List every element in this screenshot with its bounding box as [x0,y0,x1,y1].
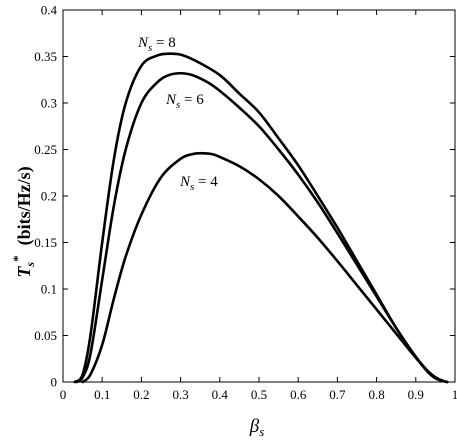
x-tick-label: 0.6 [290,387,307,402]
y-tick-label: 0.05 [34,328,57,343]
y-tick-label: 0 [51,375,58,390]
series-line-0 [73,52,449,384]
x-tick-label: 0 [60,387,67,402]
x-tick-label: 0.1 [94,387,110,402]
y-axis-label: Ts*(bits/Hz/s) [10,166,37,277]
series-lines [73,52,449,384]
y-tick-label: 0.35 [34,49,57,64]
x-tick-label: 0.9 [408,387,424,402]
x-tick-label: 0.3 [172,387,188,402]
series-label-ns-6: Ns = 6 [165,92,204,111]
y-tick-label: 0.3 [41,96,57,111]
y-tick-label: 0.4 [41,3,58,18]
y-tick-label: 0.25 [34,142,57,157]
x-axis-label: βs [249,416,265,439]
x-tick-label: 0.4 [212,387,229,402]
series-line-1 [75,71,449,384]
series-line-2 [81,151,449,384]
series-label-ns-8: Ns = 8 [137,35,176,54]
x-tick-label: 0.8 [368,387,384,402]
svg-text:Ts*(bits/Hz/s): Ts*(bits/Hz/s) [10,166,37,277]
x-tick-label: 0.7 [329,387,346,402]
x-tick-label: 0.2 [133,387,149,402]
y-tick-label: 0.15 [34,235,57,250]
y-tick-label: 0.2 [41,189,57,204]
x-axis-ticks: 0 0.1 0.2 0.3 0.4 0.5 0.6 0.7 0.8 0.9 1 [60,10,457,402]
y-tick-label: 0.1 [41,282,57,297]
y-axis-ticks: 0 0.05 0.1 0.15 0.2 0.25 0.3 0.35 0.4 [34,3,455,390]
series-label-ns-4: Ns = 4 [179,174,218,193]
x-tick-label: 1 [452,387,457,402]
x-tick-label: 0.5 [251,387,267,402]
